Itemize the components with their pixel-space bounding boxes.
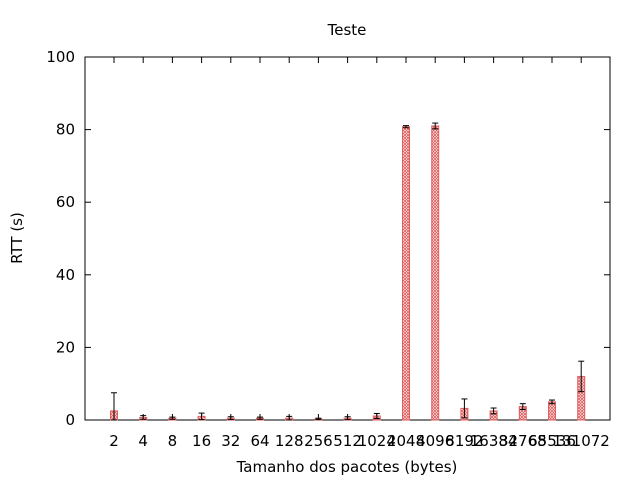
x-tick-label: 16384 [470,432,518,450]
x-tick-label: 16 [192,432,211,450]
bar [548,401,556,421]
x-tick-label: 1024 [358,432,396,450]
x-tick-label: 512 [333,432,362,450]
y-tick-label: 20 [56,338,75,356]
y-axis-label: RTT (s) [8,212,26,264]
x-tick-label: 8 [168,432,178,450]
x-tick-label: 131072 [553,432,610,450]
x-tick-label: 256 [304,432,333,450]
y-tick-label: 60 [56,193,75,211]
x-tick-label: 64 [250,432,269,450]
x-tick-label: 4096 [416,432,454,450]
y-tick-label: 0 [65,411,75,429]
bar [431,125,440,421]
plot-frame [84,56,611,421]
y-tick-label: 100 [46,48,75,66]
y-tick-label: 80 [56,121,75,139]
chart-title: Teste [327,21,367,39]
bar [402,126,410,421]
x-tick-label: 8192 [445,432,483,450]
x-tick-label: 32768 [499,432,547,450]
x-tick-label: 65536 [528,432,576,450]
x-axis-label: Tamanho dos pacotes (bytes) [236,458,458,476]
x-tick-label: 32 [221,432,240,450]
x-tick-label: 2 [109,432,119,450]
x-tick-label: 128 [275,432,304,450]
y-tick-label: 40 [56,266,75,284]
x-tick-label: 2048 [387,432,425,450]
x-tick-label: 4 [138,432,148,450]
